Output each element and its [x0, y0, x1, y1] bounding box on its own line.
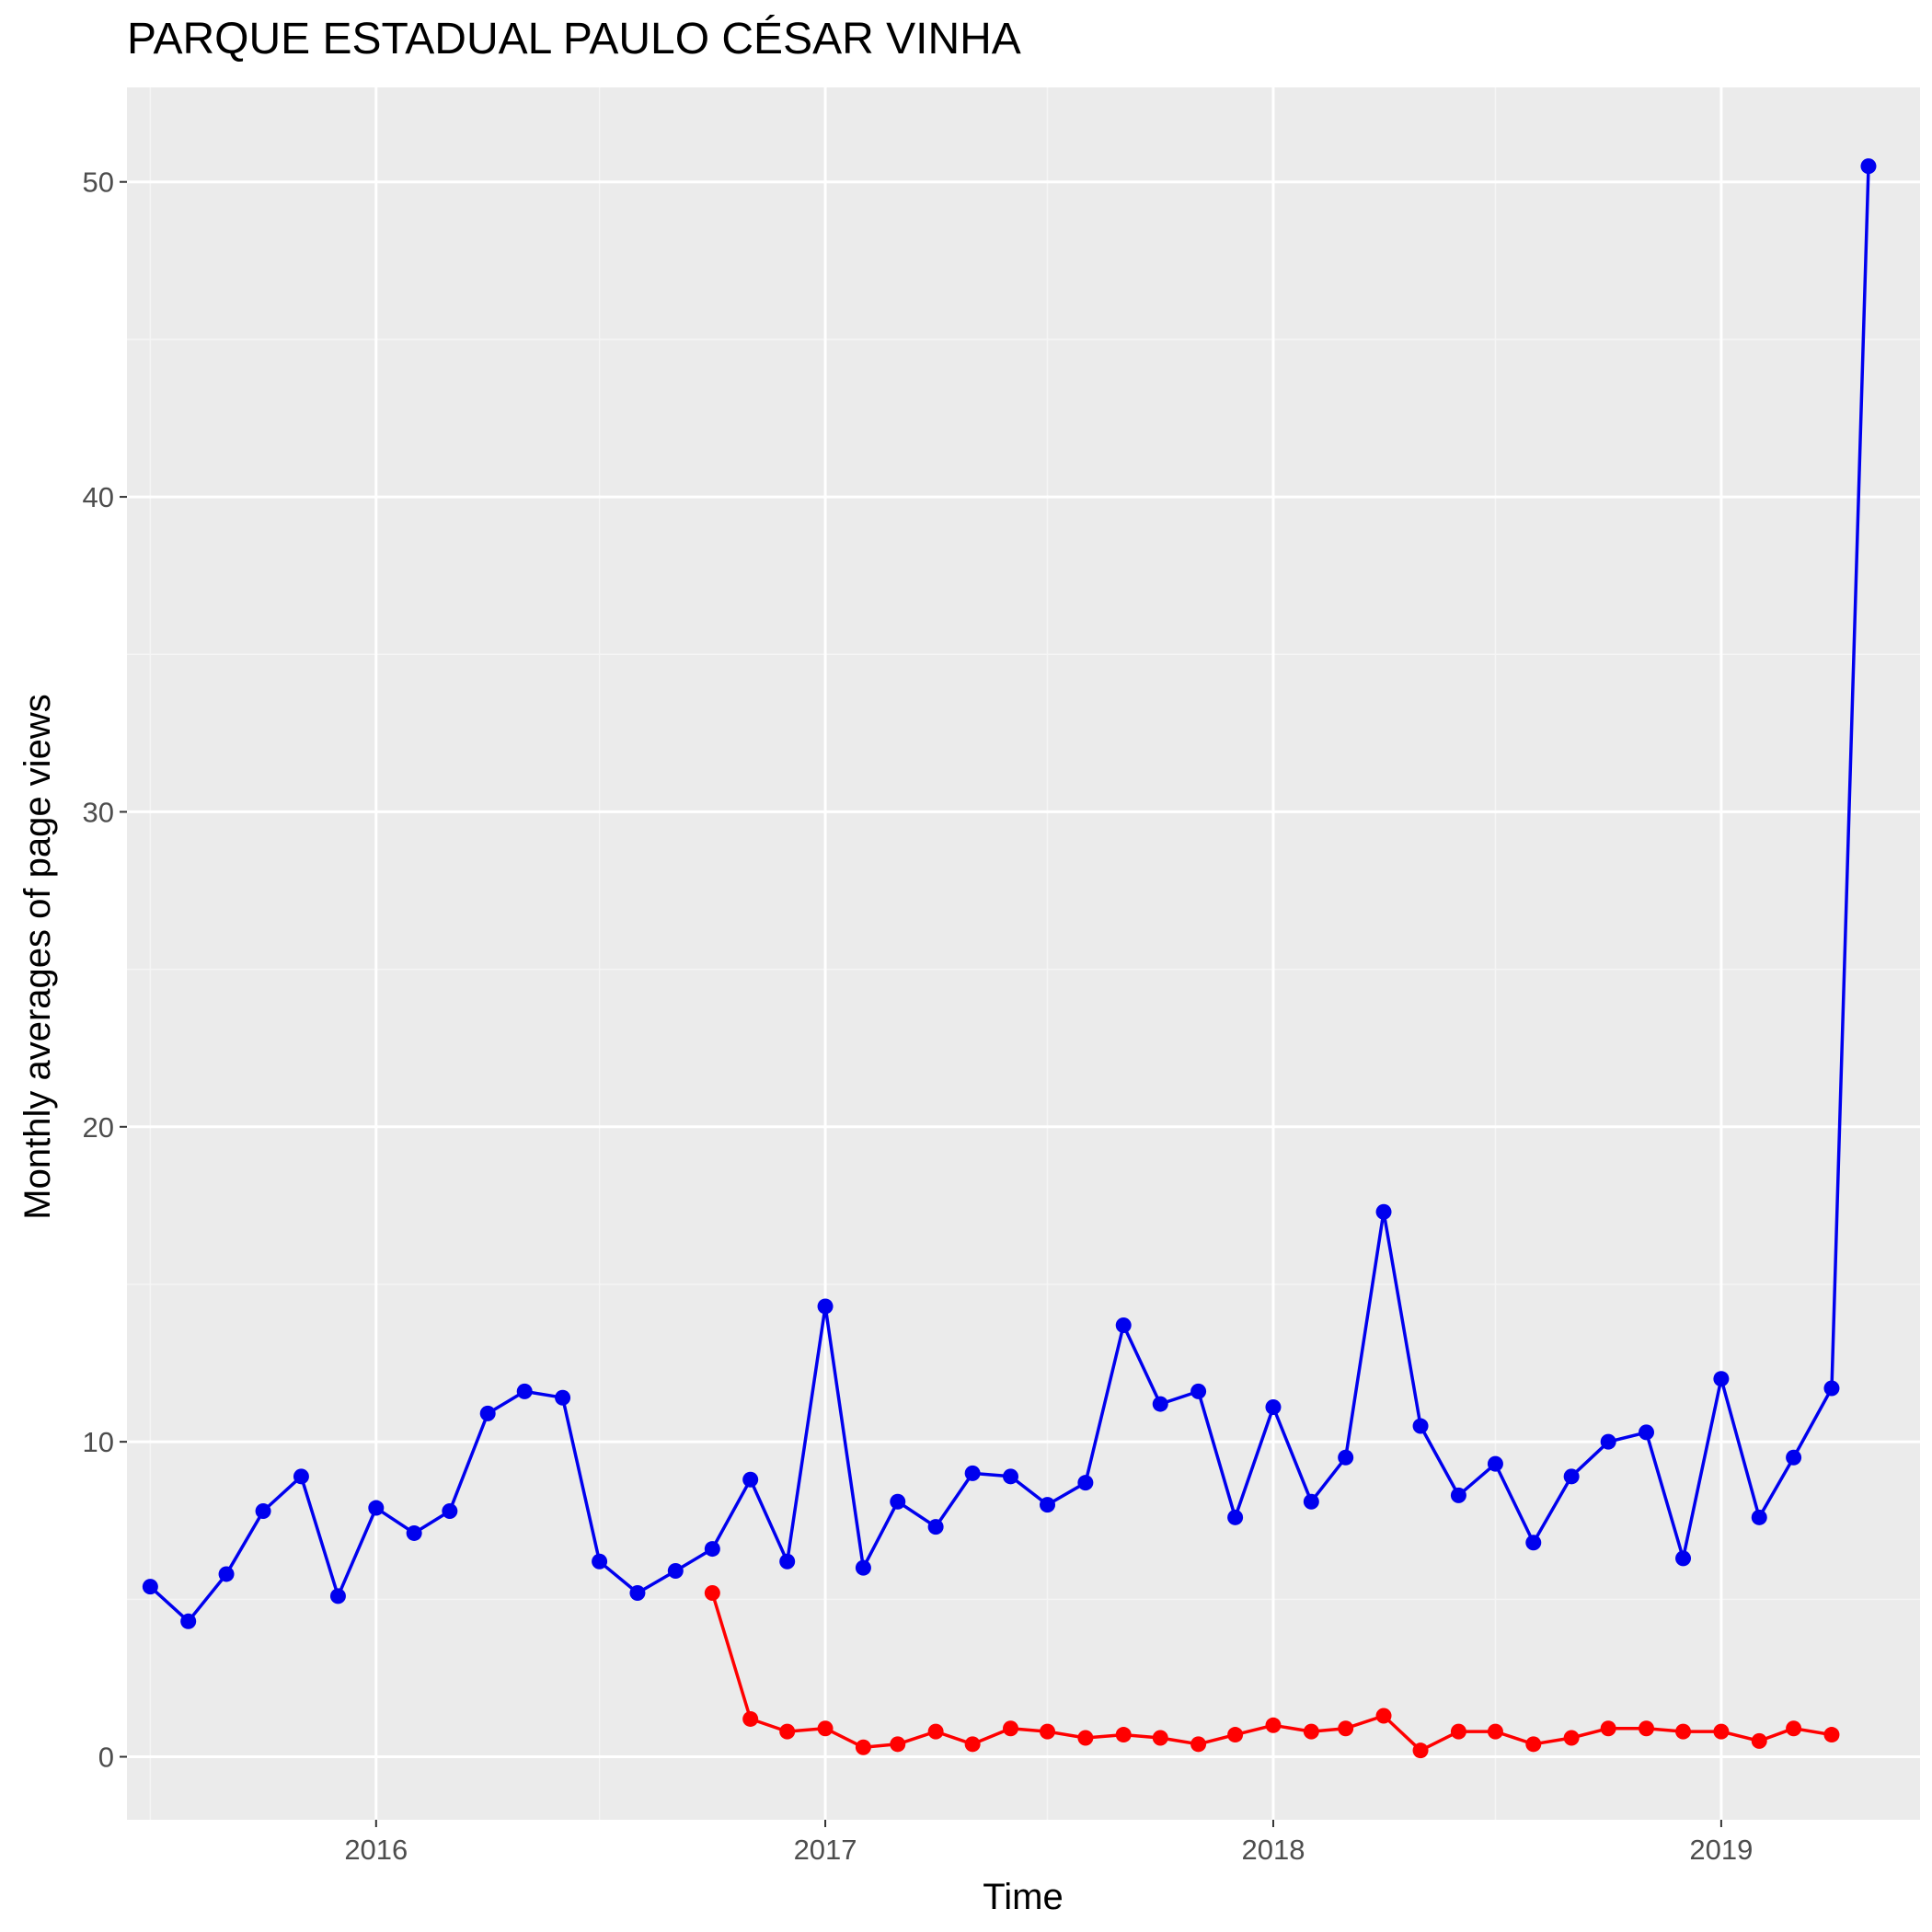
data-point [180, 1613, 197, 1629]
data-point [1375, 1708, 1392, 1724]
y-axis-title: Monthly averages of page views [17, 694, 58, 1219]
data-point [1487, 1455, 1503, 1472]
data-point [293, 1468, 309, 1485]
data-point [1412, 1742, 1429, 1759]
y-tick-label: 30 [83, 796, 114, 828]
data-point [1190, 1383, 1207, 1399]
data-point [890, 1493, 906, 1510]
data-point [1563, 1730, 1580, 1746]
data-point [1077, 1475, 1094, 1491]
data-point [555, 1389, 571, 1406]
data-point [817, 1720, 834, 1737]
y-tick-label: 20 [83, 1111, 114, 1144]
data-point [1002, 1720, 1018, 1737]
data-point [218, 1566, 235, 1582]
data-point [1675, 1723, 1692, 1740]
data-point [1450, 1723, 1466, 1740]
y-tick-label: 50 [83, 167, 114, 199]
data-point [1077, 1730, 1094, 1746]
x-tick-label: 2017 [794, 1834, 857, 1866]
data-point [1040, 1497, 1056, 1513]
data-point [1751, 1732, 1767, 1749]
x-tick-label: 2018 [1241, 1834, 1305, 1866]
data-point [1860, 158, 1877, 175]
data-point [667, 1563, 684, 1580]
data-point [255, 1502, 271, 1519]
data-point [516, 1383, 533, 1399]
data-point [1152, 1730, 1168, 1746]
data-point [742, 1471, 759, 1488]
data-point [1265, 1717, 1282, 1733]
data-point [1675, 1550, 1692, 1567]
data-point [1115, 1317, 1132, 1333]
data-point [1227, 1509, 1244, 1525]
y-tick-label: 0 [98, 1742, 114, 1774]
data-point [1115, 1727, 1132, 1743]
data-point [368, 1500, 385, 1516]
data-point [1713, 1723, 1730, 1740]
chart-title: PARQUE ESTADUAL PAULO CÉSAR VINHA [127, 15, 1021, 63]
data-point [927, 1519, 944, 1535]
data-point [142, 1579, 158, 1595]
grid-lines [127, 87, 1920, 1820]
data-point [1375, 1203, 1392, 1220]
data-point [442, 1502, 458, 1519]
data-point [1303, 1723, 1319, 1740]
data-point [855, 1559, 871, 1576]
data-point [964, 1465, 981, 1481]
data-point [629, 1584, 646, 1601]
data-point [1525, 1535, 1542, 1551]
data-point [1450, 1487, 1466, 1503]
data-point [927, 1723, 944, 1740]
data-point [1002, 1468, 1018, 1485]
data-point [1786, 1720, 1802, 1737]
data-point [1412, 1418, 1429, 1434]
x-tick-label: 2016 [344, 1834, 408, 1866]
series-layer [142, 158, 1877, 1759]
plot-panel [127, 87, 1920, 1820]
data-point [890, 1736, 906, 1753]
data-point [1639, 1720, 1655, 1737]
data-point [1227, 1727, 1244, 1743]
data-point [1786, 1449, 1802, 1466]
data-point [1190, 1736, 1207, 1753]
x-tick-label: 2019 [1689, 1834, 1753, 1866]
data-point [779, 1553, 796, 1570]
y-tick-label: 40 [83, 481, 114, 513]
data-point [329, 1588, 346, 1604]
data-point [1487, 1723, 1503, 1740]
data-point [479, 1405, 496, 1421]
data-point [1152, 1396, 1168, 1412]
data-point [1600, 1433, 1616, 1450]
data-point [406, 1524, 422, 1541]
data-point [1040, 1723, 1056, 1740]
data-point [817, 1298, 834, 1315]
data-point [592, 1553, 608, 1570]
data-point [1823, 1727, 1840, 1743]
data-point [704, 1541, 720, 1558]
data-point [1338, 1720, 1354, 1737]
data-point [1600, 1720, 1616, 1737]
data-point [779, 1723, 796, 1740]
data-point [1713, 1371, 1730, 1387]
data-point [1563, 1468, 1580, 1485]
data-point [1303, 1493, 1319, 1510]
data-point [1751, 1509, 1767, 1525]
data-point [1823, 1380, 1840, 1397]
data-point [1525, 1736, 1542, 1753]
y-tick-label: 10 [83, 1426, 114, 1458]
data-point [704, 1584, 720, 1601]
series-1 [142, 158, 1877, 1629]
data-point [742, 1710, 759, 1727]
data-point [1639, 1424, 1655, 1441]
data-point [1338, 1449, 1354, 1466]
data-point [964, 1736, 981, 1753]
data-point [855, 1739, 871, 1755]
axes: 0 10 20 30 40 50 2016 2017 2018 2019 [83, 167, 1754, 1866]
x-axis-title: Time [983, 1877, 1063, 1917]
data-point [1265, 1399, 1282, 1416]
series-2 [704, 1584, 1840, 1759]
